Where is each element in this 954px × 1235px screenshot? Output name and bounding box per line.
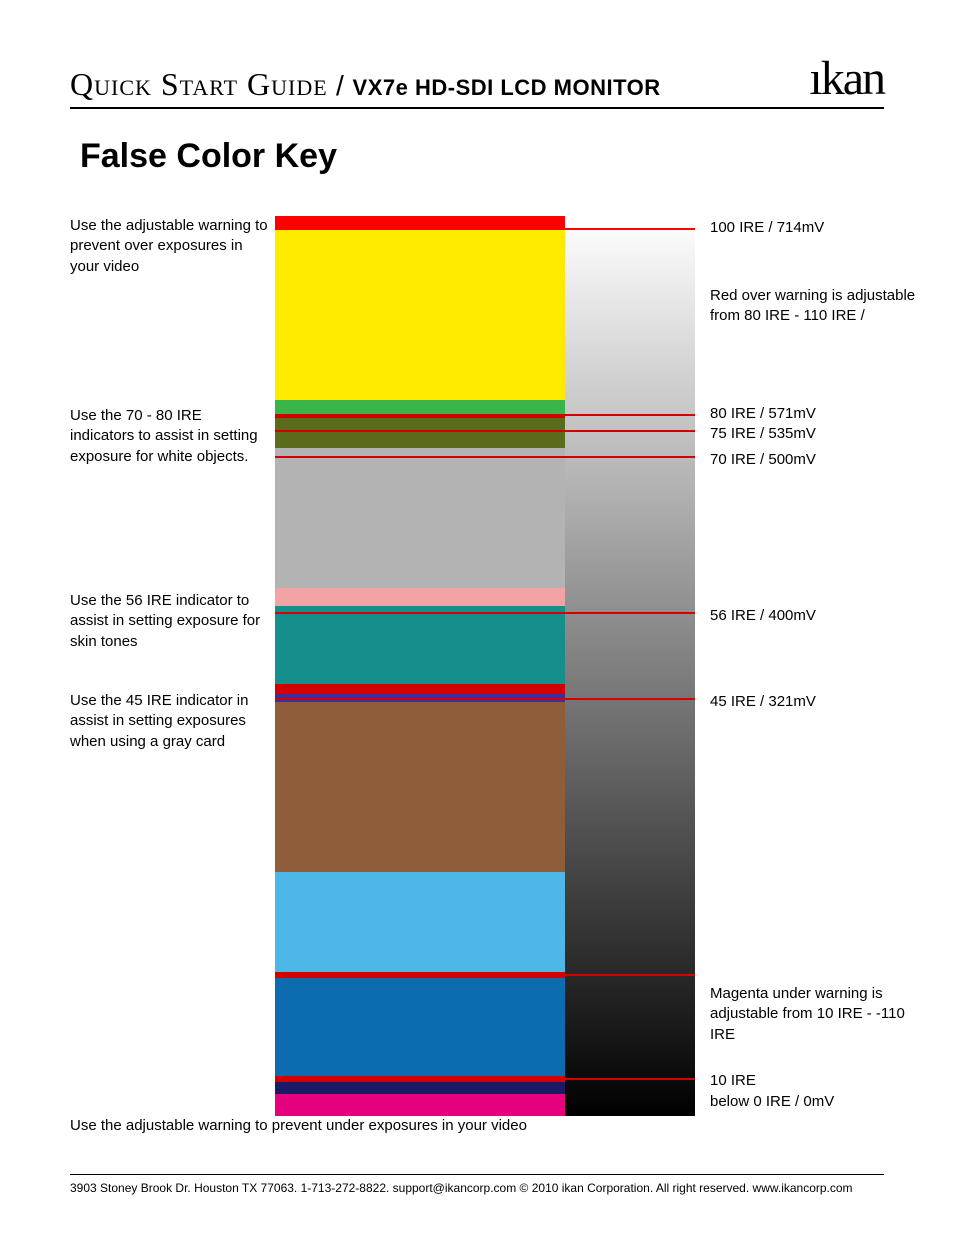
color-band <box>275 978 565 1076</box>
right-note: Red over warning is adjustable from 80 I… <box>710 286 920 327</box>
ire-marker-line <box>275 414 695 416</box>
right-note: 45 IRE / 321mV <box>710 692 920 712</box>
right-note: below 0 IRE / 0mV <box>710 1092 920 1112</box>
color-band <box>275 418 565 448</box>
bottom-note: Use the adjustable warning to prevent un… <box>70 1116 570 1136</box>
left-note: Use the 45 IRE indicator in assist in se… <box>70 691 270 752</box>
content-area: Use the adjustable warning to prevent ov… <box>70 216 884 1156</box>
page: Quick Start Guide / VX7e HD-SDI LCD MONI… <box>70 55 884 1195</box>
right-note: 100 IRE / 714mV <box>710 218 920 238</box>
left-note: Use the 70 - 80 IRE indicators to assist… <box>70 406 270 467</box>
color-band <box>275 400 565 414</box>
footer-text: 3903 Stoney Brook Dr. Houston TX 77063. … <box>70 1174 884 1195</box>
color-band <box>275 1094 565 1116</box>
left-note: Use the adjustable warning to prevent ov… <box>70 216 270 277</box>
separator: / <box>328 70 353 101</box>
right-note: 56 IRE / 400mV <box>710 606 920 626</box>
color-band <box>275 1082 565 1094</box>
right-note: 75 IRE / 535mV <box>710 424 920 444</box>
left-note: Use the 56 IRE indicator to assist in se… <box>70 591 270 652</box>
color-band <box>275 684 565 694</box>
brand-logo: ıkan <box>809 55 884 103</box>
ire-marker-line <box>275 1078 695 1080</box>
color-band <box>275 872 565 972</box>
gradient-column <box>565 216 695 1116</box>
ire-marker-line <box>275 456 695 458</box>
right-note: 10 IRE <box>710 1071 920 1091</box>
right-note: 80 IRE / 571mV <box>710 404 920 424</box>
ire-marker-line <box>275 974 695 976</box>
color-band <box>275 230 565 400</box>
product-name: VX7e HD-SDI LCD MONITOR <box>353 75 661 100</box>
color-band <box>275 448 565 588</box>
color-band <box>275 702 565 872</box>
right-note: Magenta under warning is adjustable from… <box>710 984 920 1045</box>
ire-marker-line <box>275 228 695 230</box>
ire-marker-line <box>275 698 695 700</box>
color-band <box>275 588 565 606</box>
guide-prefix: Quick Start Guide <box>70 66 328 102</box>
ire-marker-line <box>275 612 695 614</box>
color-band <box>275 606 565 684</box>
section-title: False Color Key <box>80 137 884 176</box>
ire-marker-line <box>275 430 695 432</box>
right-note: 70 IRE / 500mV <box>710 450 920 470</box>
header-title: Quick Start Guide / VX7e HD-SDI LCD MONI… <box>70 66 661 103</box>
header-row: Quick Start Guide / VX7e HD-SDI LCD MONI… <box>70 55 884 109</box>
